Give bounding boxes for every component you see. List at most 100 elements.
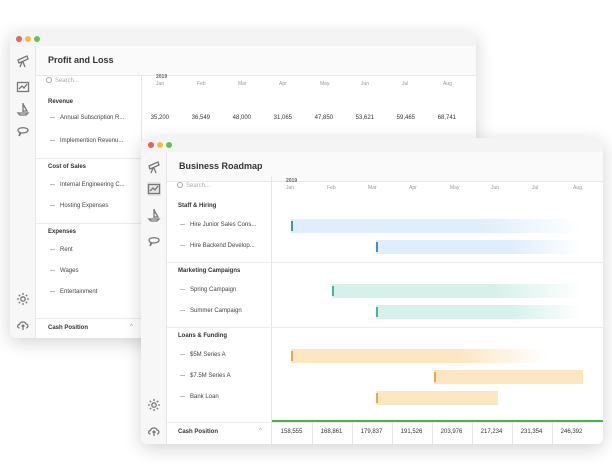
cell-value[interactable]: 53,621 — [355, 115, 374, 121]
window-titlebar — [141, 138, 603, 152]
section-label[interactable]: Expenses — [48, 229, 77, 235]
search-icon — [177, 182, 183, 188]
column-divider — [271, 176, 272, 444]
roadmap-item-label[interactable]: $5M Series A — [180, 352, 226, 358]
maximize-window-button[interactable] — [166, 142, 172, 148]
month-label: Apr — [279, 81, 287, 87]
bar-start-marker[interactable] — [375, 393, 378, 403]
roadmap-item-label[interactable]: Spring Campaign — [180, 287, 236, 293]
search-placeholder: Search... — [186, 183, 211, 189]
line-item-label[interactable]: Hosting Expenses — [50, 203, 108, 209]
search-placeholder: Search... — [55, 78, 80, 84]
timeline-bar[interactable] — [291, 349, 548, 363]
cloud-upload-icon[interactable] — [147, 424, 161, 438]
roadmap-item-label[interactable]: Summer Campaign — [180, 308, 242, 314]
minimize-window-button[interactable] — [25, 36, 31, 42]
cash-position-value: 191,526 — [400, 429, 423, 435]
cell-value[interactable]: 48,000 — [232, 115, 251, 121]
timeline-bar[interactable] — [331, 284, 583, 298]
month-label: Aug — [573, 185, 582, 191]
sidebar-rail — [141, 152, 167, 444]
section-label[interactable]: Staff & Hiring — [178, 203, 217, 209]
roadmap-item-label[interactable]: Bank Loan — [180, 394, 219, 400]
cell-value[interactable]: 47,850 — [314, 115, 333, 121]
timeline-bar[interactable] — [291, 219, 583, 233]
month-label: Jul — [402, 81, 409, 87]
section-label[interactable]: Loans & Funding — [178, 333, 227, 339]
cell-value[interactable]: 68,741 — [437, 115, 456, 121]
roadmap-item-label[interactable]: $7.5M Series A — [180, 373, 231, 379]
chart-icon[interactable] — [147, 182, 161, 196]
month-label: Mar — [368, 185, 377, 191]
sailboat-icon[interactable] — [16, 102, 30, 116]
page-header: Profit and Loss — [36, 46, 476, 76]
close-window-button[interactable] — [16, 36, 22, 42]
business-roadmap-window: Business Roadmap Search... 2019 Jan Feb Ma… — [141, 138, 603, 444]
chart-icon[interactable] — [16, 80, 30, 94]
month-label: Jun — [491, 185, 500, 191]
telescope-icon[interactable] — [147, 160, 161, 174]
cash-position-label: Cash Position — [48, 325, 89, 331]
line-item-label[interactable]: Annual Subscription R... — [50, 115, 124, 121]
cash-cell-divider — [392, 423, 393, 444]
cash-cell-divider — [512, 423, 513, 444]
settings-gear-icon[interactable] — [16, 292, 30, 306]
line-item-label[interactable]: Entertainment — [50, 289, 97, 295]
sailboat-icon[interactable] — [147, 208, 161, 222]
maximize-window-button[interactable] — [34, 36, 40, 42]
line-item-label[interactable]: Wages — [50, 268, 78, 274]
search-input[interactable]: Search... — [177, 182, 210, 189]
search-input[interactable]: Search... — [46, 77, 79, 84]
month-label: May — [450, 185, 460, 191]
bar-start-marker[interactable] — [291, 221, 293, 231]
chat-icon[interactable] — [147, 234, 161, 248]
month-label: Aug — [443, 81, 452, 87]
year-label: 2019 — [156, 74, 168, 80]
month-label: May — [320, 81, 330, 87]
cash-cell-divider — [312, 423, 313, 444]
collapse-caret-icon[interactable]: ^ — [130, 324, 133, 330]
collapse-caret-icon[interactable]: ^ — [259, 428, 262, 434]
month-label: Jan — [286, 185, 295, 191]
cash-position-value: 203,976 — [440, 429, 463, 435]
roadmap-item-label[interactable]: Hire Junior Sales Cons... — [180, 222, 256, 228]
close-window-button[interactable] — [148, 142, 154, 148]
month-label: Mar — [238, 81, 247, 87]
telescope-icon[interactable] — [16, 54, 30, 68]
timeline-bar[interactable] — [434, 370, 583, 384]
cash-position-value: 246,392 — [560, 429, 583, 435]
month-label: Jun — [361, 81, 370, 87]
chat-icon[interactable] — [16, 124, 30, 138]
bar-start-marker[interactable] — [331, 286, 334, 296]
page-title: Profit and Loss — [48, 55, 114, 65]
cell-value[interactable]: 35,200 — [150, 115, 169, 121]
timeline-bar[interactable] — [375, 305, 583, 319]
year-label: 2019 — [286, 178, 298, 184]
roadmap-item-label[interactable]: Hire Backend Develop... — [180, 243, 255, 249]
section-label[interactable]: Cost of Sales — [48, 164, 87, 170]
bar-start-marker[interactable] — [375, 242, 378, 252]
bar-start-marker[interactable] — [434, 372, 437, 382]
section-label[interactable]: Revenue — [48, 99, 74, 105]
cash-cell-divider — [352, 423, 353, 444]
bar-start-marker[interactable] — [291, 351, 293, 361]
cell-value[interactable]: 36,549 — [191, 115, 210, 121]
settings-gear-icon[interactable] — [147, 398, 161, 412]
timeline-bar[interactable] — [375, 240, 583, 254]
cash-position-label: Cash Position — [178, 429, 219, 435]
month-label: Apr — [409, 185, 417, 191]
section-label[interactable]: Marketing Campaigns — [178, 268, 241, 274]
line-item-label[interactable]: Rent — [50, 247, 73, 253]
cash-position-value: 217,234 — [480, 429, 503, 435]
bar-start-marker[interactable] — [375, 307, 378, 317]
minimize-window-button[interactable] — [157, 142, 163, 148]
cloud-upload-icon[interactable] — [16, 318, 30, 332]
section-divider — [36, 158, 141, 159]
section-divider — [167, 262, 603, 263]
cell-value[interactable]: 59,465 — [396, 115, 415, 121]
cell-value[interactable]: 31,065 — [273, 115, 292, 121]
timeline-bar[interactable] — [375, 391, 499, 405]
line-item-label[interactable]: Internal Engineering C... — [50, 182, 125, 188]
line-item-label[interactable]: Implemention Revenu... — [50, 138, 123, 144]
cash-position-value: 168,861 — [320, 429, 343, 435]
